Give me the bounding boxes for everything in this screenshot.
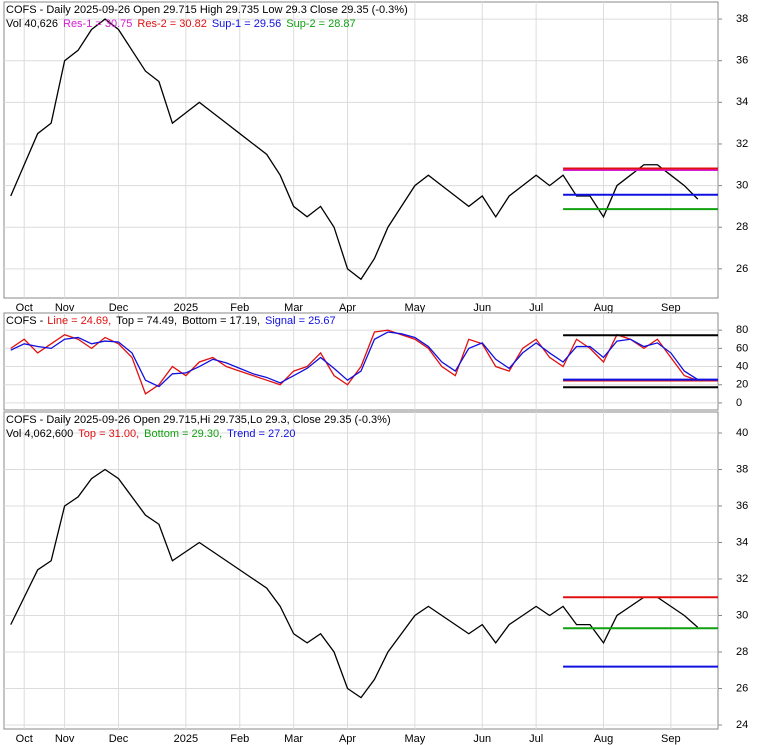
y-tick-label: 30	[736, 609, 748, 621]
panel-subtitle: Vol 4,062,600	[6, 428, 73, 440]
x-tick-label: Oct	[16, 302, 33, 314]
x-tick-label: Nov	[55, 302, 75, 314]
y-tick-label: 36	[736, 55, 748, 67]
y-tick-label: 34	[736, 536, 748, 548]
x-tick-label: Jul	[529, 733, 543, 745]
y-tick-label: 26	[736, 263, 748, 275]
panel-title: COFS - Daily 2025-09-26 Open 29.715,Hi 2…	[6, 414, 391, 426]
x-tick-label: Mar	[284, 302, 303, 314]
y-tick-label: 60	[736, 342, 748, 354]
x-tick-label: 2025	[174, 733, 198, 745]
x-tick-label: Aug	[594, 733, 614, 745]
y-tick-label: 34	[736, 96, 748, 108]
x-tick-label: Feb	[230, 733, 249, 745]
y-tick-label: 0	[736, 397, 742, 409]
y-tick-label: 40	[736, 427, 748, 439]
y-tick-label: 28	[736, 221, 748, 233]
y-tick-label: 32	[736, 573, 748, 585]
y-tick-label: 36	[736, 500, 748, 512]
y-tick-label: 38	[736, 463, 748, 475]
level-label: Trend = 27.20	[227, 428, 295, 440]
level-label: Top = 74.49,	[116, 315, 177, 327]
series-line	[10, 18, 699, 281]
panel-frame	[3, 411, 719, 730]
y-tick-label: 38	[736, 13, 748, 25]
series-line	[10, 468, 699, 699]
level-label: Res-2 = 30.82	[137, 18, 206, 30]
y-tick-label: 26	[736, 682, 748, 694]
level-label: Line = 24.69,	[47, 315, 111, 327]
level-label: Sup-2 = 28.87	[286, 18, 355, 30]
x-tick-label: Jul	[529, 302, 543, 314]
x-tick-label: May	[404, 302, 425, 314]
y-tick-label: 30	[736, 180, 748, 192]
y-tick-label: 32	[736, 138, 748, 150]
x-tick-label: Nov	[55, 733, 75, 745]
x-tick-label: Jun	[473, 733, 491, 745]
series-line	[10, 331, 699, 388]
x-tick-label: Jun	[473, 302, 491, 314]
x-tick-label: Apr	[339, 302, 356, 314]
y-tick-label: 80	[736, 324, 748, 336]
x-tick-label: Oct	[16, 733, 33, 745]
x-tick-label: Mar	[284, 733, 303, 745]
x-tick-label: May	[404, 733, 425, 745]
y-tick-label: 20	[736, 379, 748, 391]
x-tick-label: Sep	[661, 733, 681, 745]
level-label: Res-1 = 30.75	[63, 18, 132, 30]
panel-title: COFS -	[6, 315, 44, 327]
y-tick-label: 28	[736, 646, 748, 658]
panel-frame	[3, 312, 719, 411]
x-tick-label: Feb	[230, 302, 249, 314]
panel-frame	[3, 1, 719, 299]
level-label: Top = 31.00,	[78, 428, 139, 440]
x-tick-label: Dec	[109, 302, 129, 314]
x-tick-label: Aug	[594, 302, 614, 314]
y-tick-label: 40	[736, 360, 748, 372]
x-tick-label: 2025	[174, 302, 198, 314]
level-label: Sup-1 = 29.56	[212, 18, 281, 30]
y-tick-label: 24	[736, 719, 748, 731]
x-tick-label: Apr	[339, 733, 356, 745]
panel-subtitle: Vol 40,626	[6, 18, 58, 30]
level-label: Bottom = 17.19,	[182, 315, 260, 327]
panel-title: COFS - Daily 2025-09-26 Open 29.715 High…	[6, 4, 408, 16]
x-tick-label: Sep	[661, 302, 681, 314]
level-label: Signal = 25.67	[265, 315, 336, 327]
level-label: Bottom = 29.30,	[144, 428, 222, 440]
x-tick-label: Dec	[109, 733, 129, 745]
